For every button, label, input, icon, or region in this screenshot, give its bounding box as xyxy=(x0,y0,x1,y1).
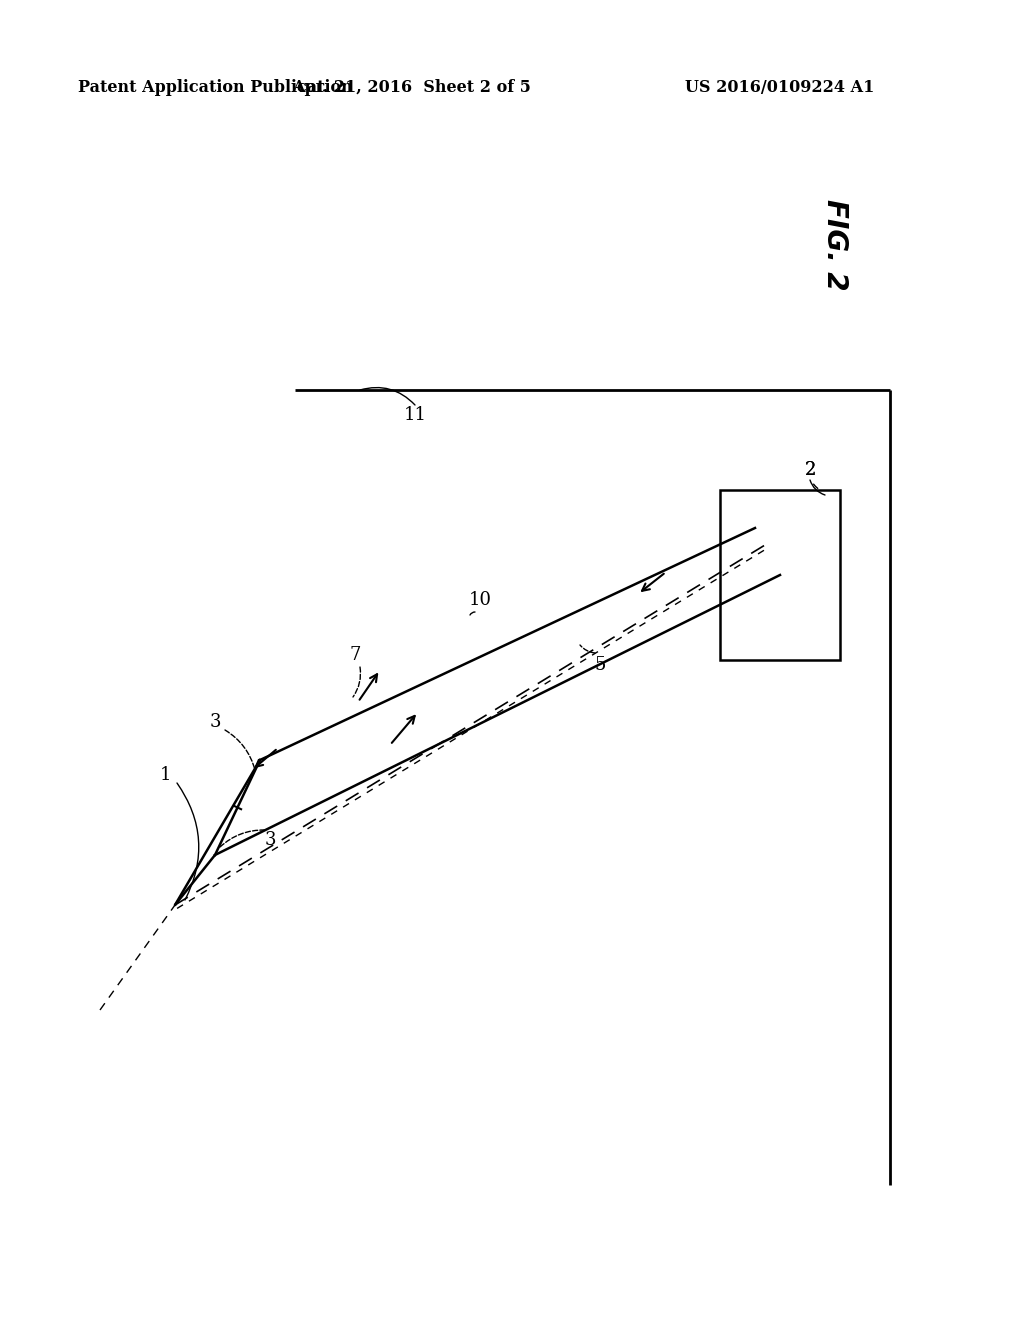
Text: 5: 5 xyxy=(594,656,605,675)
Text: 1: 1 xyxy=(160,766,171,784)
Text: 11: 11 xyxy=(403,407,427,424)
Text: US 2016/0109224 A1: US 2016/0109224 A1 xyxy=(685,79,874,96)
Text: 2: 2 xyxy=(804,461,818,488)
Text: 3: 3 xyxy=(264,832,275,849)
Text: 7: 7 xyxy=(349,645,360,664)
Bar xyxy=(720,490,840,660)
Text: 10: 10 xyxy=(469,591,492,609)
Text: Apr. 21, 2016  Sheet 2 of 5: Apr. 21, 2016 Sheet 2 of 5 xyxy=(293,79,531,96)
Text: Patent Application Publication: Patent Application Publication xyxy=(78,79,352,96)
Text: FIG. 2: FIG. 2 xyxy=(821,199,849,290)
Text: 3: 3 xyxy=(209,713,221,731)
Text: 2: 2 xyxy=(804,461,816,479)
